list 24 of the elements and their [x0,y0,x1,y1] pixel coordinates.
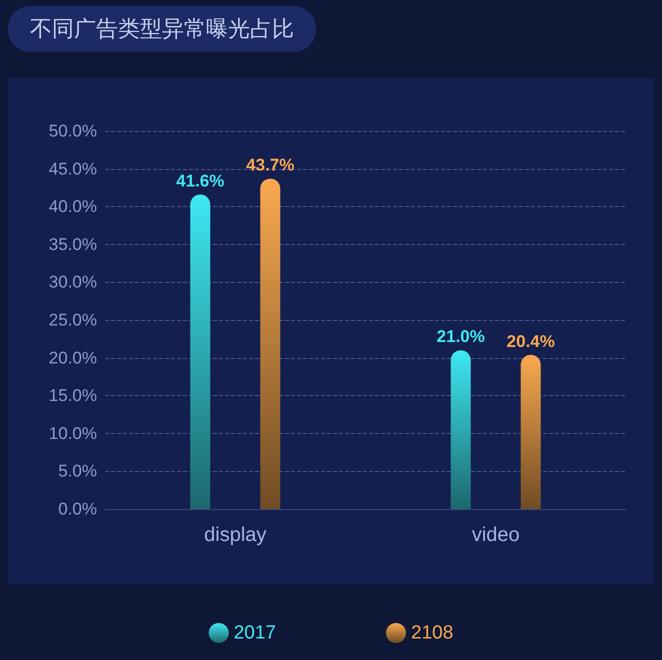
chart-title: 不同广告类型异常曝光占比 [8,6,316,52]
data-label: 20.4% [506,332,555,351]
x-tick-label: display [204,524,266,546]
y-tick-label: 0.0% [58,500,97,518]
x-tick-label: video [472,524,520,546]
legend-label: 2108 [411,622,454,644]
y-tick-label: 50.0% [48,122,97,140]
y-tick-label: 35.0% [48,234,97,254]
legend-label: 2017 [234,622,276,644]
bar [260,178,280,509]
y-tick-label: 20.0% [48,348,97,368]
y-tick-label: 45.0% [48,159,97,178]
bar [190,194,210,509]
y-tick-label: 10.0% [48,424,97,443]
y-tick-label: 40.0% [48,197,97,216]
data-label: 41.6% [176,172,224,191]
y-tick-label: 30.0% [48,272,97,292]
data-label: 43.7% [246,156,294,175]
y-tick-label: 25.0% [48,310,97,330]
bar [520,354,541,509]
data-label: 21.0% [436,327,485,346]
bar [450,350,471,509]
y-tick-label: 15.0% [48,386,97,406]
y-tick-label: 5.0% [58,462,97,481]
